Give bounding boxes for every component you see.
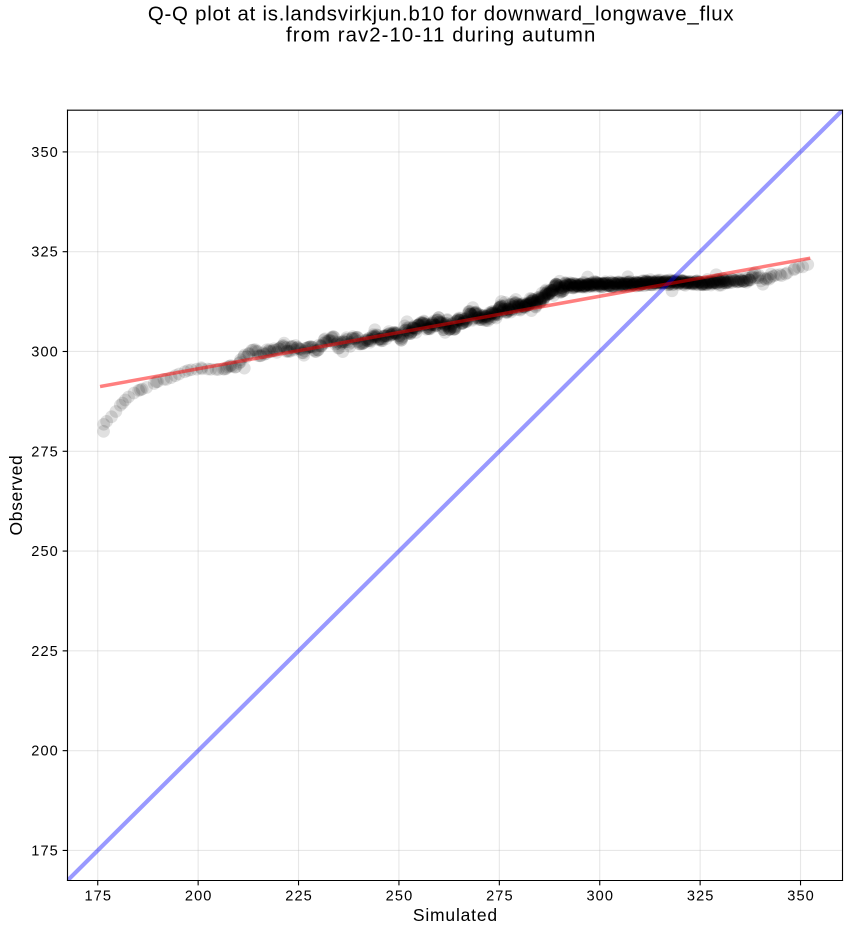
svg-text:Observed: Observed — [6, 455, 26, 535]
svg-text:300: 300 — [31, 345, 58, 361]
svg-text:325: 325 — [31, 245, 58, 261]
svg-text:325: 325 — [687, 888, 714, 904]
svg-text:225: 225 — [31, 644, 58, 660]
svg-text:350: 350 — [31, 145, 58, 161]
svg-text:Simulated: Simulated — [413, 905, 497, 925]
svg-text:175: 175 — [84, 888, 111, 904]
svg-text:200: 200 — [185, 888, 212, 904]
svg-text:275: 275 — [31, 444, 58, 460]
svg-text:200: 200 — [31, 744, 58, 760]
svg-text:from rav2-10-11 during autumn: from rav2-10-11 during autumn — [286, 24, 595, 46]
svg-text:Q-Q plot at is.landsvirkjun.b1: Q-Q plot at is.landsvirkjun.b10 for down… — [148, 3, 734, 25]
svg-text:275: 275 — [486, 888, 513, 904]
svg-text:250: 250 — [386, 888, 413, 904]
svg-text:350: 350 — [787, 888, 814, 904]
svg-text:225: 225 — [285, 888, 312, 904]
svg-text:175: 175 — [31, 843, 58, 859]
svg-text:250: 250 — [31, 544, 58, 560]
svg-text:300: 300 — [586, 888, 613, 904]
